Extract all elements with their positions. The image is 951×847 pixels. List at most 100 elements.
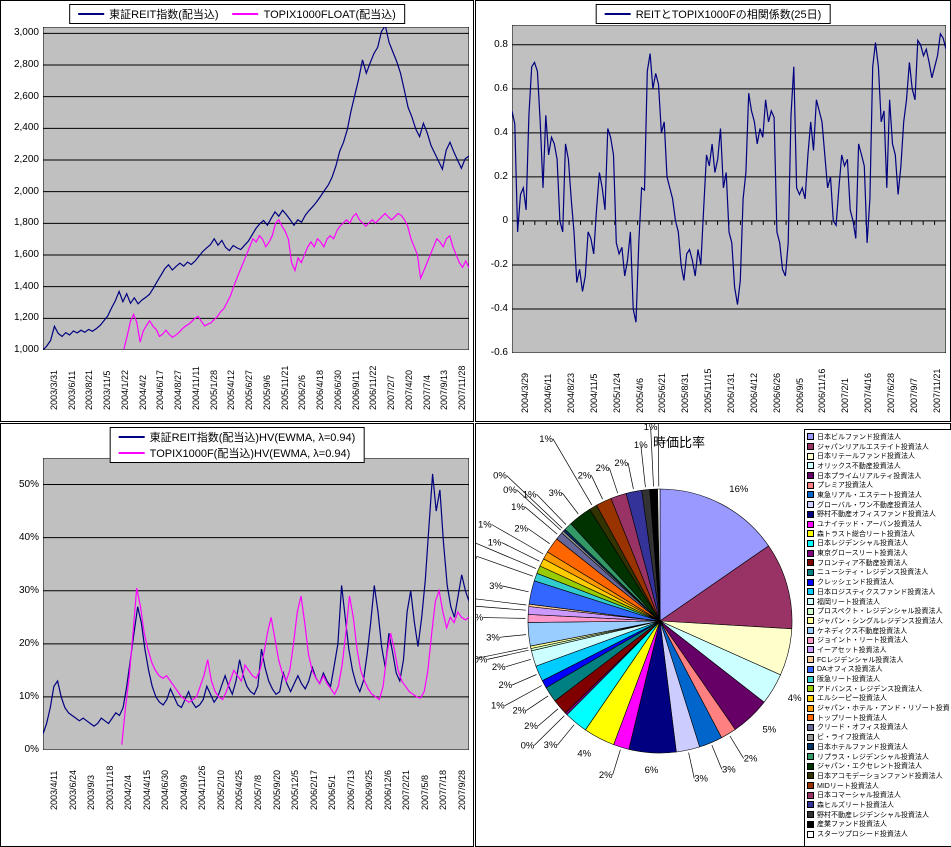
pie-legend-item: 日本コマーシャル投資法人 <box>807 790 949 800</box>
x-axis-label: 2007/9/28 <box>456 769 467 810</box>
pie-legend-swatch <box>807 452 814 460</box>
x-axis-label: 2006/6/30 <box>332 369 343 410</box>
pie-legend-label: ジョイント・リート投資法人 <box>817 637 908 645</box>
pie-label-leader <box>505 658 531 668</box>
pie-slice-percent-label: 1% <box>644 424 658 433</box>
x-axis-label: 2006/11/22 <box>368 365 379 410</box>
pie-label-leader <box>537 708 559 727</box>
pie-legend-label: オリックス不動産投資法人 <box>817 462 901 470</box>
pie-label-leader <box>502 585 529 593</box>
pie-legend-swatch <box>807 627 814 635</box>
chart-legend: REITとTOPIX1000Fの相関係数(25日) <box>595 4 831 24</box>
legend-label: REITとTOPIX1000Fの相関係数(25日) <box>635 9 822 21</box>
pie-label-leader <box>640 445 646 488</box>
pie-legend-swatch <box>807 753 814 761</box>
y-axis-label: 2,800 <box>13 59 39 70</box>
pie-legend-swatch <box>807 811 814 819</box>
pie-legend-item: ジョイント・リート投資法人 <box>807 635 949 645</box>
x-axis-label: 2006/4/12 <box>748 372 759 413</box>
x-axis-label: 2004/3/29 <box>520 372 531 413</box>
pie-slice-percent-label: 0% <box>493 471 507 482</box>
pie-legend-swatch <box>807 743 814 751</box>
x-axis-label: 2004/6/11 <box>543 373 554 413</box>
pie-legend-item: イーアセット投資法人 <box>807 645 949 655</box>
pie-legend-label: ジャパン・エクセレント投資法人 <box>817 763 922 771</box>
pie-legend-label: トップリート投資法人 <box>817 714 887 722</box>
legend-line-swatch <box>604 13 631 15</box>
pie-label-leader <box>476 598 527 606</box>
y-axis-label: 1,400 <box>13 280 39 292</box>
pie-label-leader <box>501 542 540 562</box>
pie-legend-swatch <box>807 462 814 470</box>
pie-legend-label: FCレジデンシャル投資法人 <box>817 656 904 664</box>
y-axis-label: 50% <box>18 478 39 490</box>
x-axis-label: 2006/9/25 <box>364 769 375 810</box>
legend-label: 東証REIT指数(配当込)HV(EWMA, λ=0.94) <box>149 432 356 444</box>
pie-slice-percent-label: 2% <box>524 721 538 732</box>
pie-legend-item: ジャパン・エクセレント投資法人 <box>807 761 949 771</box>
x-axis-label: 2003/11/5 <box>102 370 113 410</box>
x-axis-label: 2005/12/5 <box>290 769 301 810</box>
pie-slice-percent-label: 1% <box>539 434 553 445</box>
legend-entry: 東証REIT指数(配当込) <box>78 6 219 22</box>
x-axis-label: 2004/4/15 <box>141 769 152 810</box>
x-axis-label: 2004/6/30 <box>160 769 171 810</box>
pie-label-leader <box>527 528 550 544</box>
pie-label-leader <box>711 745 723 770</box>
pie-label-leader <box>536 494 567 525</box>
pie-slice-percent-label: 1% <box>476 613 484 624</box>
pie-slice-percent-label: 2% <box>596 463 610 474</box>
pie-legend-swatch <box>807 491 814 499</box>
y-axis-label: 1,800 <box>13 217 39 229</box>
pie-label-leader <box>627 463 634 490</box>
x-axis-label: 2005/1/24 <box>611 372 622 413</box>
x-axis-label: 2006/9/5 <box>794 377 805 413</box>
pie-slice-percent-label: 1% <box>634 440 648 451</box>
x-axis-label: 2004/8/23 <box>566 372 577 413</box>
x-axis-label: 2003/8/21 <box>84 369 95 410</box>
pie-chart-title: 時価比率 <box>652 435 705 450</box>
pie-legend-swatch <box>807 772 814 780</box>
x-axis-label: 2006/6/26 <box>771 372 782 413</box>
pie-legend-swatch <box>807 820 814 828</box>
chart-legend: 東証REIT指数(配当込) TOPIX1000FLOAT(配当込) <box>69 4 405 24</box>
pie-legend-label: 野村不動産オフィスファンド投資法人 <box>817 511 936 519</box>
pie-label-leader <box>590 475 603 500</box>
pie-legend-label: エルシーピー投資法人 <box>817 695 887 703</box>
pie-label-leader <box>657 424 660 487</box>
pie-legend-item: MIDリート投資法人 <box>807 781 949 791</box>
y-axis-label: 0.4 <box>494 126 508 138</box>
y-axis-label: 1,000 <box>13 344 39 355</box>
pie-legend-item: プレミア投資法人 <box>807 480 949 490</box>
y-axis-label: -0.6 <box>490 347 508 358</box>
y-axis-label: 10% <box>18 690 39 702</box>
pie-legend-item: アドバンス・レジデンス投資法人 <box>807 684 949 694</box>
pie-slice-percent-label: 2% <box>744 754 758 765</box>
y-axis-label: 0% <box>24 744 39 755</box>
x-axis-label: 2006/5/1 <box>327 774 338 810</box>
x-axis-label: 2006/2/17 <box>308 769 319 810</box>
pie-legend-swatch <box>807 656 814 664</box>
pie-legend-label: 日本コマーシャル投資法人 <box>817 792 901 800</box>
y-axis-label: 20% <box>18 637 39 649</box>
x-axis-label: 2006/2/6 <box>297 374 308 410</box>
pie-legend-swatch <box>807 782 814 790</box>
pie-label-leader <box>476 556 534 577</box>
y-axis-label: 0.2 <box>494 170 508 182</box>
pie-legend-item: エルシーピー投資法人 <box>807 694 949 704</box>
pie-legend-item: 森トラスト総合リート投資法人 <box>807 529 949 539</box>
x-axis-label: 2004/8/27 <box>173 369 184 410</box>
pie-slice-percent-label: 0% <box>476 654 488 665</box>
pie-legend-label: 阪急リート投資法人 <box>817 676 880 684</box>
pie-legend-label: プロスペクト・レジデンシャル投資法人 <box>817 608 943 616</box>
pie-legend-item: リプラス・レジデンシャル投資法人 <box>807 752 949 762</box>
pie-slice-percent-label: 2% <box>599 770 613 781</box>
pie-label-leader <box>506 475 563 529</box>
x-axis-label: 2006/7/13 <box>345 769 356 810</box>
x-axis-label: 2006/9/11 <box>350 370 361 410</box>
pie-legend-swatch <box>807 685 814 693</box>
y-axis-label: 3,000 <box>13 27 39 39</box>
pie-legend-label: 日本リテールファンド投資法人 <box>817 453 915 461</box>
pie-legend-item: 東京グロースリート投資法人 <box>807 548 949 558</box>
x-axis-label: 2003/6/11 <box>66 370 77 410</box>
